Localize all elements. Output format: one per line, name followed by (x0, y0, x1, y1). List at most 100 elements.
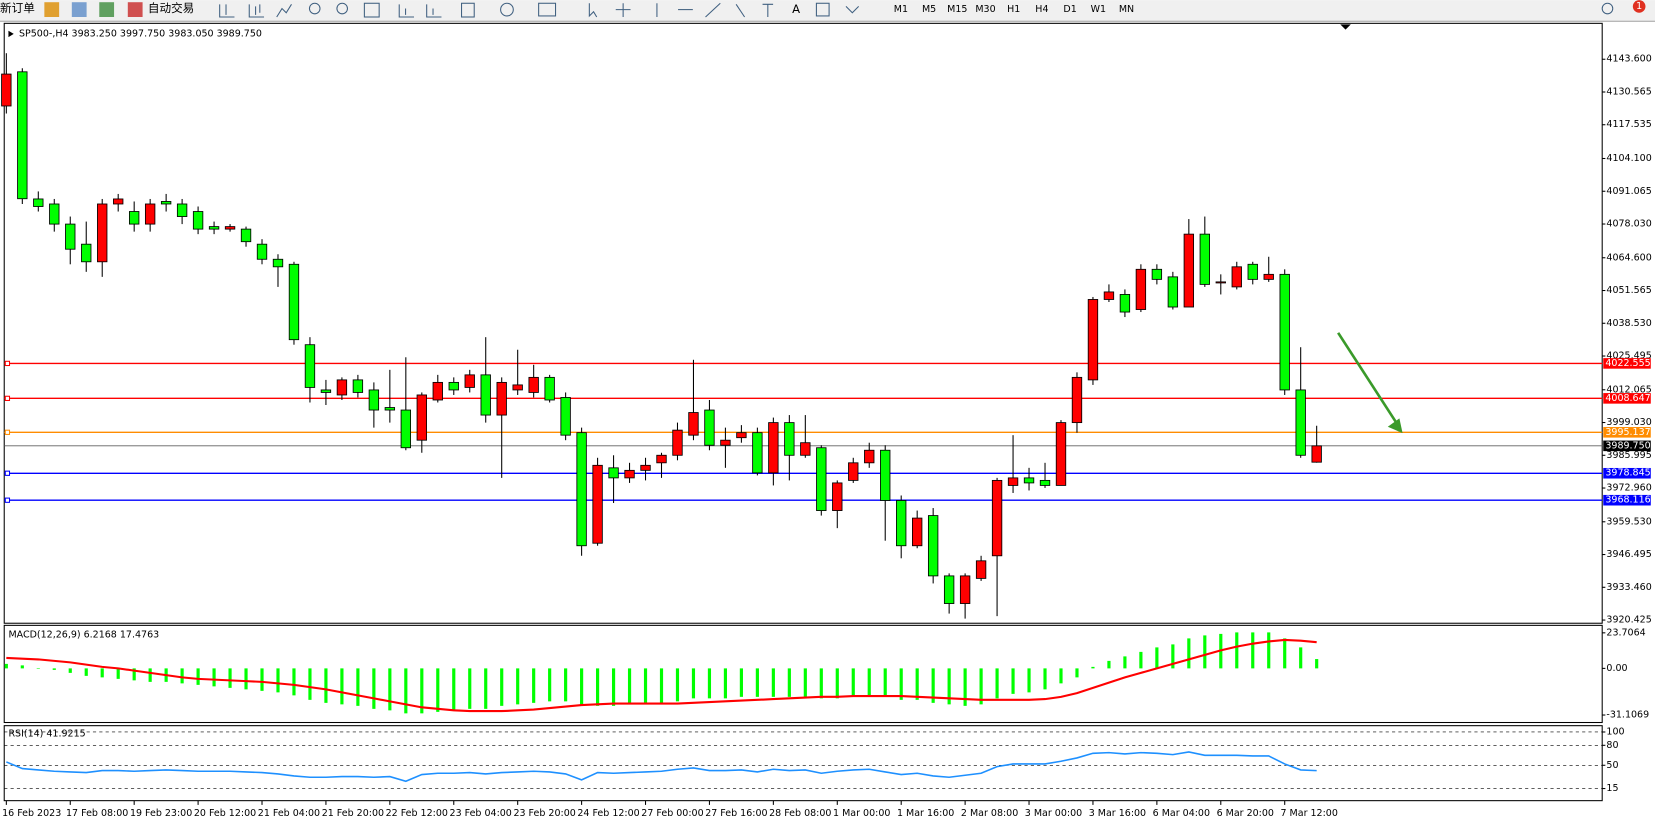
macd-bar (1091, 666, 1095, 669)
rsi-line (6, 751, 1317, 783)
x-tick-label: 1 Mar 00:00 (833, 808, 890, 819)
zoom-in[interactable] (308, 2, 321, 15)
candle-body (560, 397, 571, 436)
y-tick-label: 80 (1606, 740, 1618, 751)
rsi-title: RSI(14) 41.9215 (8, 729, 85, 740)
timeframe-button[interactable]: M15 (947, 4, 967, 15)
candle-body (144, 203, 156, 225)
candle-body (464, 374, 475, 388)
icon[interactable] (276, 4, 292, 18)
cursor[interactable] (588, 3, 598, 18)
icon[interactable] (127, 2, 143, 17)
level-label-bg (1603, 494, 1651, 506)
candle-body (256, 243, 268, 260)
macd-bar (659, 668, 664, 703)
macd-bar (340, 668, 344, 705)
y-tick-label: 4117.535 (1606, 119, 1651, 130)
trendline[interactable] (705, 2, 721, 18)
candle-body (1055, 422, 1067, 486)
macd-bar (596, 668, 600, 706)
icon[interactable] (248, 4, 265, 18)
notification-badge[interactable] (1632, 0, 1646, 13)
macd-bar (947, 668, 951, 705)
macd-bar (643, 668, 648, 705)
candle-body (208, 226, 220, 230)
candle-body (848, 462, 859, 481)
y-tick-label: 4038.530 (1606, 318, 1651, 329)
main-title: SP500-,H4 3983.250 3997.750 3983.050 398… (19, 28, 262, 39)
candle-body (17, 71, 28, 200)
macd-bar (883, 668, 887, 697)
level-label: 3968.116 (1605, 495, 1650, 506)
timeframe-button[interactable]: M5 (922, 4, 936, 15)
macd-bar (771, 668, 775, 697)
zoom-out[interactable] (336, 2, 349, 15)
timeframe-button[interactable]: W1 (1091, 4, 1106, 15)
y-tick-label: 4130.565 (1606, 86, 1651, 97)
candle-body (65, 223, 76, 250)
candle-body (975, 560, 987, 579)
fibo[interactable] (762, 3, 774, 17)
x-tick-label: 19 Feb 23:00 (130, 808, 192, 819)
macd-bar (292, 668, 296, 696)
candle-body (512, 384, 523, 391)
timeframe-button[interactable]: H4 (1035, 4, 1048, 15)
text-tool[interactable]: A (792, 2, 800, 16)
timeframe-button[interactable]: D1 (1063, 4, 1076, 15)
candle-body (832, 482, 843, 511)
icon[interactable] (71, 2, 87, 17)
candle-body (1279, 273, 1290, 391)
macd-bar (132, 668, 136, 681)
macd-bar (1139, 651, 1143, 669)
timeframe-button[interactable]: MN (1119, 4, 1134, 15)
macd-bar (308, 668, 312, 700)
macd-bar (532, 668, 536, 703)
icon[interactable] (44, 2, 60, 17)
x-tick-label: 2 Mar 08:00 (961, 808, 1018, 819)
y-tick-label: 4025.495 (1606, 351, 1651, 362)
macd-bar (851, 668, 855, 697)
candle-body (656, 454, 667, 464)
candle-body (1295, 389, 1306, 456)
icon[interactable] (461, 2, 475, 18)
icon[interactable] (426, 4, 442, 18)
icon[interactable] (363, 2, 380, 18)
level-handle (4, 395, 11, 402)
timeframe-button[interactable]: M30 (975, 4, 995, 15)
macd-bar (675, 668, 680, 702)
y-tick-label: 3920.425 (1606, 615, 1651, 626)
macd-bar (835, 668, 839, 699)
icon[interactable] (398, 4, 415, 18)
candle-body (288, 263, 300, 341)
candle-body (1199, 233, 1210, 285)
search[interactable] (1601, 2, 1614, 15)
macd-bar (1299, 647, 1303, 669)
icon[interactable] (538, 2, 557, 17)
candle-body (480, 374, 491, 416)
x-tick-label: 27 Feb 00:00 (641, 808, 703, 819)
candle-body (736, 432, 747, 439)
crosshair[interactable] (615, 3, 631, 17)
last-price-label: 3989.750 (1605, 440, 1650, 451)
timeframe-button[interactable]: H1 (1007, 4, 1020, 15)
candle-body (49, 203, 60, 225)
macd-bar (707, 668, 712, 699)
macd-bar (755, 668, 759, 697)
shapes[interactable] (845, 6, 860, 14)
candle-body (959, 575, 971, 604)
macd-bar (4, 663, 8, 669)
timeframe-button[interactable]: M1 (894, 4, 908, 15)
icon[interactable] (99, 2, 115, 17)
channel[interactable] (735, 4, 746, 18)
candle-body (1007, 477, 1019, 486)
icon[interactable] (219, 4, 235, 18)
macd-bar (867, 668, 871, 696)
label-tool[interactable] (815, 2, 830, 17)
macd-bar (1123, 656, 1127, 669)
icon[interactable] (500, 2, 514, 17)
auto-trading-button[interactable]: 自动交易 (148, 1, 194, 15)
candle-body (224, 226, 236, 230)
level-handle (4, 360, 11, 367)
new-order-button[interactable]: 新订单 (0, 1, 35, 15)
